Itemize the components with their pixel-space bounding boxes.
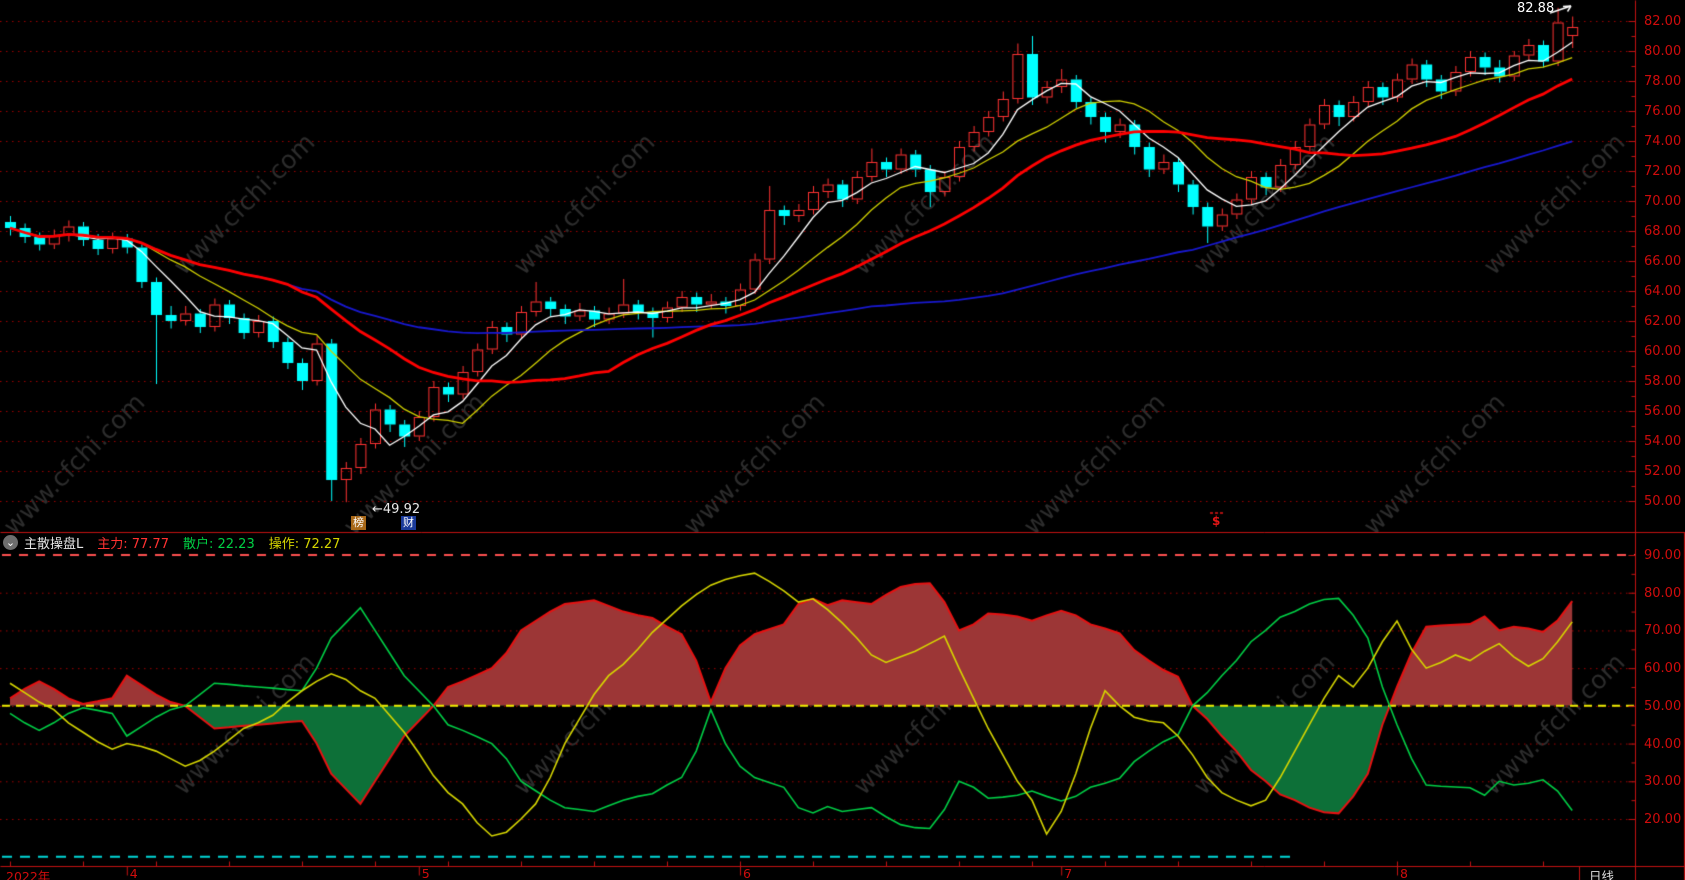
period-selector[interactable]: 日线 bbox=[1589, 869, 1615, 880]
price-axis-label: 58.00 bbox=[1644, 374, 1682, 389]
collapse-circle-icon[interactable]: ⌄ bbox=[3, 535, 18, 550]
indicator-axis-label: 60.00 bbox=[1644, 661, 1682, 677]
price-axis-label: 74.00 bbox=[1644, 134, 1682, 149]
indicator-axis-label: 40.00 bbox=[1644, 736, 1682, 752]
x-axis-label: 7 bbox=[1064, 866, 1073, 880]
legend-zhuli: 主力: 77.77 bbox=[97, 537, 169, 552]
indicator-axis-label: 90.00 bbox=[1644, 548, 1682, 563]
price-axis-label: 68.00 bbox=[1644, 224, 1682, 239]
price-axis-label: 72.00 bbox=[1644, 164, 1682, 179]
legend-caozuo: 操作: 72.27 bbox=[268, 537, 341, 552]
price-axis-label: 64.00 bbox=[1644, 284, 1682, 299]
bang-marker[interactable]: 榜 bbox=[351, 516, 366, 530]
price-axis-label: 56.00 bbox=[1644, 404, 1682, 419]
high-price-annotation: 82.88 bbox=[1517, 1, 1555, 16]
price-axis-label: 78.00 bbox=[1644, 74, 1682, 89]
indicator-axis-label: 30.00 bbox=[1644, 774, 1682, 790]
price-axis-label: 52.00 bbox=[1644, 464, 1682, 479]
price-axis-label: 70.00 bbox=[1644, 194, 1682, 209]
dollar-marker[interactable]: $ bbox=[1212, 514, 1221, 528]
indicator-axis-label: 80.00 bbox=[1644, 585, 1682, 601]
indicator-axis-label: 70.00 bbox=[1644, 623, 1682, 639]
indicator-axis-label: 50.00 bbox=[1644, 698, 1682, 714]
price-axis-label: 62.00 bbox=[1644, 314, 1682, 329]
price-axis-label: 82.00 bbox=[1644, 14, 1682, 29]
x-axis-label: 2022年 bbox=[6, 869, 51, 880]
price-axis-label: 80.00 bbox=[1644, 44, 1682, 59]
price-axis-label: 60.00 bbox=[1644, 344, 1682, 359]
price-axis-label: 50.00 bbox=[1644, 494, 1682, 509]
x-axis-label: 4 bbox=[129, 866, 138, 880]
indicator-header: ⌄ 主散操盘L 主力: 77.77 散户: 22.23 操作: 72.27 bbox=[3, 534, 354, 552]
x-axis-label: 8 bbox=[1400, 866, 1408, 880]
indicator-title[interactable]: 主散操盘L bbox=[24, 537, 84, 552]
cai-marker[interactable]: 财 bbox=[401, 516, 416, 530]
x-axis-label: 5 bbox=[421, 866, 430, 880]
low-price-annotation: ←49.92 bbox=[372, 502, 421, 517]
price-axis-label: 76.00 bbox=[1644, 104, 1682, 119]
price-axis-label: 66.00 bbox=[1644, 254, 1682, 269]
price-axis-label: 54.00 bbox=[1644, 434, 1682, 449]
indicator-axis-label: 20.00 bbox=[1644, 811, 1682, 827]
legend-sanhu: 散户: 22.23 bbox=[182, 537, 255, 552]
x-axis-label: 6 bbox=[743, 866, 751, 880]
